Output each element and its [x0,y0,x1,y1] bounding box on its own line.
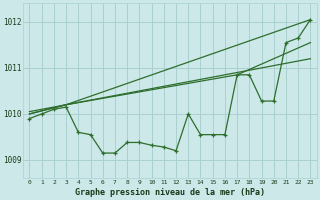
X-axis label: Graphe pression niveau de la mer (hPa): Graphe pression niveau de la mer (hPa) [75,188,265,197]
